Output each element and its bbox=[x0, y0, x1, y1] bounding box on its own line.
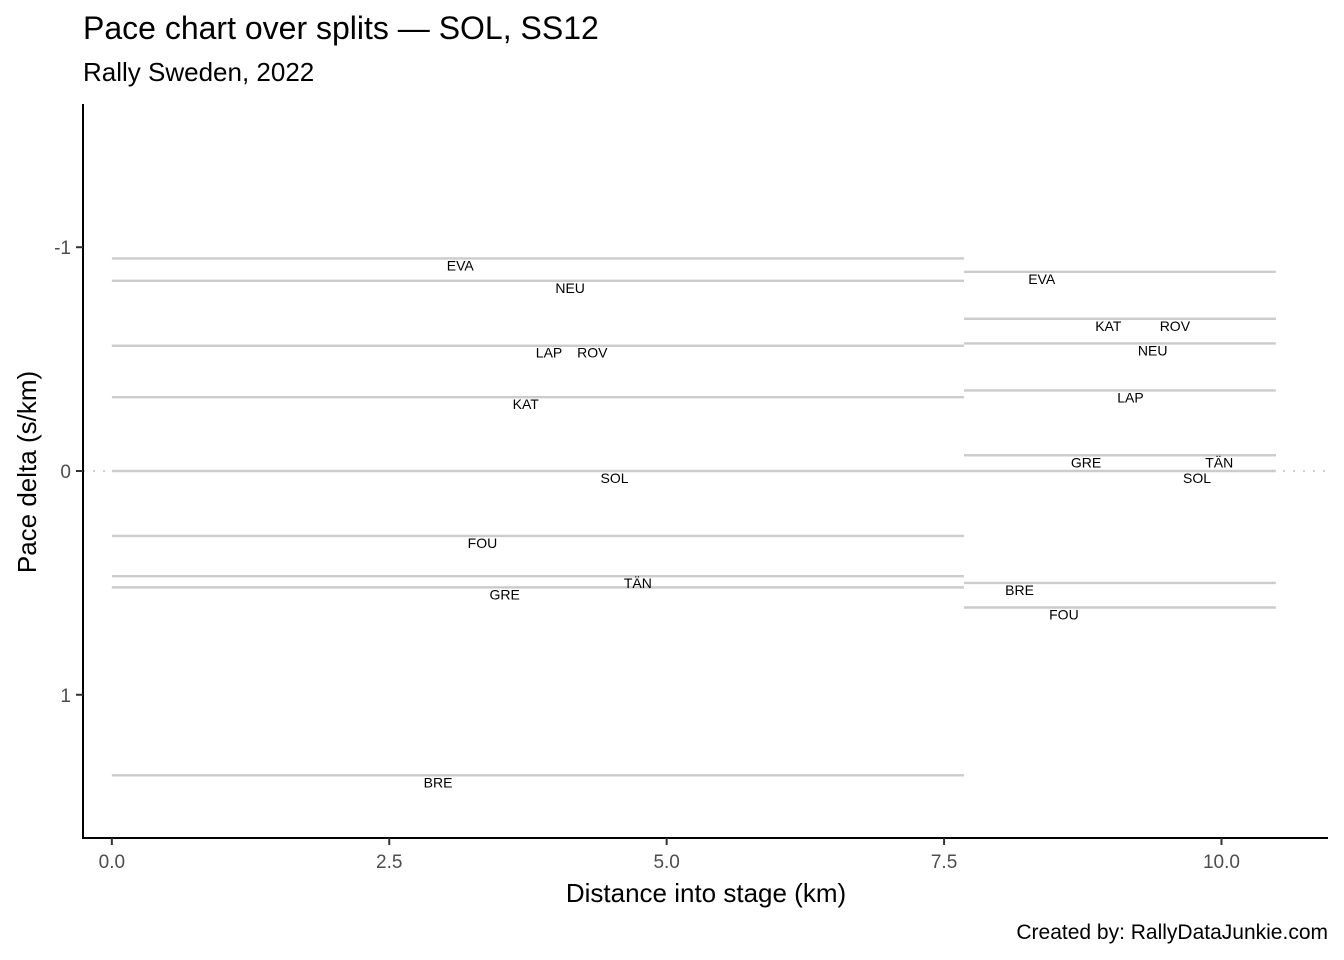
driver-label-split2-fou: FOU bbox=[1049, 607, 1079, 623]
axes-layer: 0.0 2.5 5.0 7.5 10.0 -1 0 1 bbox=[54, 104, 1328, 873]
driver-label-split2-gre: GRE bbox=[1071, 454, 1101, 470]
driver-label-split1-sol: SOL bbox=[601, 470, 629, 486]
x-tick-label: 10.0 bbox=[1203, 852, 1240, 873]
y-tick-label: -1 bbox=[54, 238, 71, 259]
x-tick-label: 5.0 bbox=[653, 852, 679, 873]
driver-label-split1-gre: GRE bbox=[489, 586, 519, 602]
driver-label-split1-rov: ROV bbox=[577, 345, 608, 361]
driver-label-split2-kat: KAT bbox=[1095, 318, 1122, 334]
x-tick-label: 2.5 bbox=[376, 852, 402, 873]
y-axis-title: Pace delta (s/km) bbox=[12, 371, 42, 573]
chart-subtitle: Rally Sweden, 2022 bbox=[83, 57, 315, 87]
driver-label-split1-kat: KAT bbox=[513, 396, 540, 412]
y-tick-label: 1 bbox=[60, 686, 71, 707]
driver-label-split2-tän: TÄN bbox=[1205, 454, 1233, 470]
driver-label-split1-neu: NEU bbox=[555, 280, 585, 296]
driver-label-split1-lap: LAP bbox=[536, 345, 562, 361]
driver-label-split1-tän: TÄN bbox=[624, 575, 652, 591]
driver-label-split2-neu: NEU bbox=[1138, 342, 1168, 358]
x-tick-label: 7.5 bbox=[931, 852, 957, 873]
x-tick-label: 0.0 bbox=[99, 852, 125, 873]
driver-label-split2-lap: LAP bbox=[1117, 389, 1143, 405]
chart-title: Pace chart over splits — SOL, SS12 bbox=[83, 10, 599, 46]
pace-lines-layer bbox=[111, 257, 1276, 777]
driver-label-split1-bre: BRE bbox=[424, 774, 453, 790]
driver-label-split2-rov: ROV bbox=[1160, 318, 1191, 334]
driver-label-split1-eva: EVA bbox=[447, 257, 475, 273]
driver-label-split2-eva: EVA bbox=[1028, 271, 1056, 287]
driver-label-split2-sol: SOL bbox=[1183, 470, 1211, 486]
driver-label-split2-bre: BRE bbox=[1005, 582, 1034, 598]
y-tick-label: 0 bbox=[60, 462, 71, 483]
driver-labels-layer: EVA NEU LAP ROV KAT SOL FOU TÄN GRE BRE EVA KAT ROV N… bbox=[424, 257, 1234, 790]
driver-label-split1-fou: FOU bbox=[468, 535, 498, 551]
credit-caption: Created by: RallyDataJunkie.com bbox=[1016, 921, 1328, 944]
x-axis-title: Distance into stage (km) bbox=[566, 878, 846, 908]
